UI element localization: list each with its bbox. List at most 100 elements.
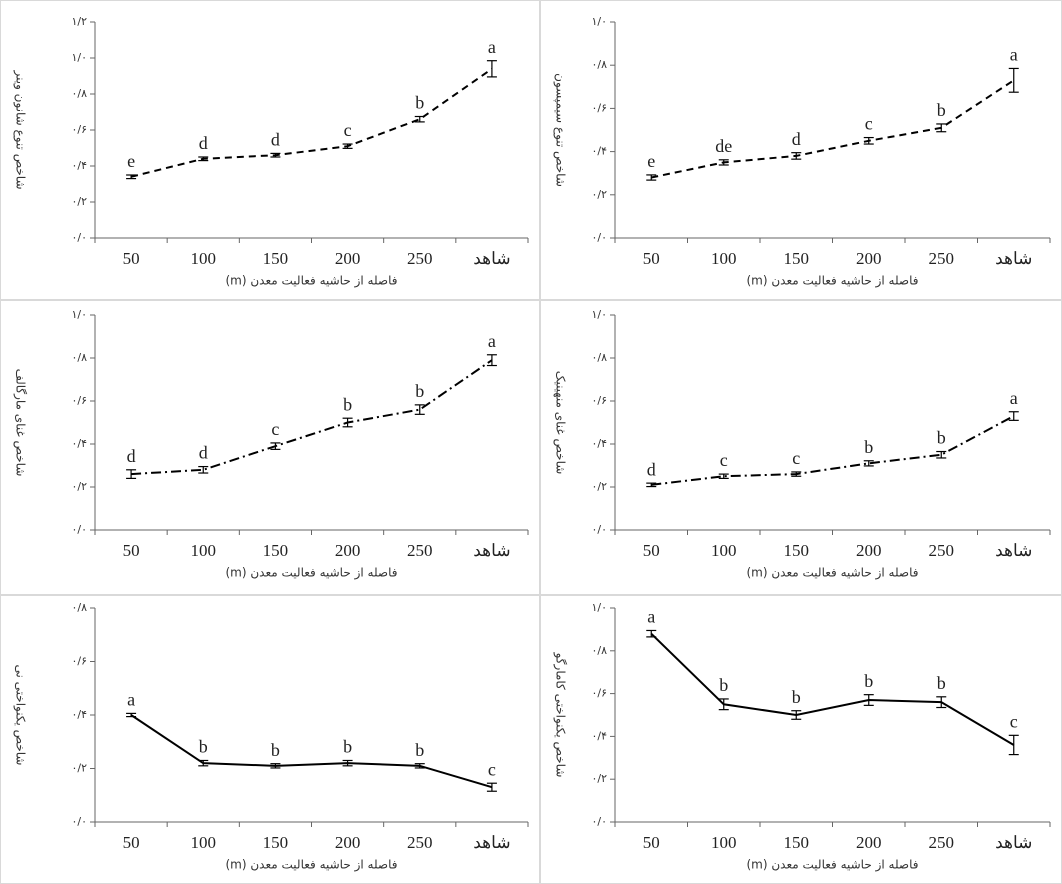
series-line	[130, 714, 493, 789]
series-line	[131, 359, 493, 476]
y-tick-label: ۰/۲	[71, 480, 87, 493]
error-bar	[646, 629, 657, 638]
y-tick-label: ۰/۴	[591, 437, 607, 450]
significance-letter: a	[488, 331, 496, 351]
error-bar	[270, 442, 281, 450]
y-tick-label: ۰/۸	[591, 351, 607, 364]
significance-letter: a	[1010, 388, 1018, 408]
error-bar	[791, 471, 802, 477]
significance-letter: d	[271, 130, 280, 150]
x-tick-label: 50	[643, 833, 660, 852]
y-tick-label: ۱/۰	[71, 51, 87, 64]
significance-letter: d	[647, 459, 656, 479]
significance-letter: d	[792, 129, 801, 149]
significance-letter: e	[127, 151, 135, 171]
error-bar	[718, 159, 729, 166]
error-bar	[126, 712, 137, 718]
x-tick-label: 250	[407, 833, 433, 852]
significance-letter: b	[937, 100, 946, 120]
y-tick-label: ۰/۶	[591, 101, 607, 114]
x-tick-label: 150	[784, 541, 810, 560]
y-tick-label: ۰/۰	[591, 231, 607, 244]
x-tick-label: 200	[335, 833, 361, 852]
error-bar	[126, 469, 137, 479]
error-bar	[198, 156, 209, 162]
x-tick-label: 250	[929, 249, 955, 268]
error-bar	[936, 696, 947, 709]
error-bar	[414, 115, 425, 123]
error-bar	[863, 694, 874, 706]
error-bar	[414, 763, 425, 769]
y-tick-label: ۰/۶	[591, 394, 607, 407]
error-bar	[198, 465, 209, 474]
x-tick-label: 50	[643, 541, 660, 560]
significance-letter: b	[937, 673, 946, 693]
panel-border	[0, 300, 540, 595]
x-tick-label: 50	[123, 833, 140, 852]
x-tick-label: 150	[263, 249, 289, 268]
series-line	[651, 79, 1015, 179]
significance-letter: a	[488, 37, 496, 57]
y-tick-label: ۰/۰	[591, 523, 607, 536]
error-bar	[936, 450, 947, 459]
x-tick-label: 100	[711, 833, 737, 852]
y-tick-label: ۰/۴	[71, 437, 87, 450]
y-tick-label: ۰/۸	[71, 351, 87, 364]
error-bar	[342, 417, 353, 428]
y-tick-label: ۰/۰	[591, 815, 607, 828]
significance-letter: de	[715, 136, 732, 156]
x-tick-label: 100	[711, 249, 737, 268]
panel: ۰/۰ ۰/۲ ۰/۴ ۰/۶ ۰/۸ ۱/۰ 50 100 150 200 250 شاهد فاصل…	[540, 300, 1062, 595]
x-tick-label: 100	[191, 249, 217, 268]
x-tick-label: 100	[711, 541, 737, 560]
significance-letter: b	[719, 675, 728, 695]
y-axis-title: شاخص یکنواختی نی	[13, 665, 28, 766]
error-bar	[791, 710, 802, 720]
y-axis-title: شاخص تنوع شانون وینر	[13, 69, 28, 189]
error-bar	[198, 759, 209, 767]
significance-letter: b	[937, 428, 946, 448]
y-tick-label: ۱/۰	[591, 308, 607, 321]
y-tick-label: ۰/۸	[591, 644, 607, 657]
significance-letter: b	[199, 737, 208, 757]
significance-letter: c	[1010, 711, 1018, 731]
y-tick-label: ۰/۸	[71, 87, 87, 100]
error-bar	[270, 763, 281, 769]
error-bar	[646, 174, 657, 181]
x-axis-title: فاصله از حاشیه فعالیت معدن (m)	[225, 566, 397, 581]
significance-letter: b	[415, 381, 424, 401]
significance-letter: c	[792, 448, 800, 468]
error-bar	[486, 782, 497, 792]
error-bar	[863, 136, 874, 145]
x-tick-label: 200	[335, 541, 361, 560]
x-tick-label: 100	[191, 833, 217, 852]
y-tick-label: ۰/۴	[71, 159, 87, 172]
y-tick-label: ۰/۰	[71, 815, 87, 828]
error-bar	[342, 143, 353, 149]
x-tick-label: شاهد	[995, 541, 1032, 560]
significance-letter: d	[127, 446, 136, 466]
x-tick-label: 250	[929, 833, 955, 852]
x-tick-label: 200	[856, 249, 882, 268]
y-tick-label: ۰/۲	[71, 195, 87, 208]
significance-letter: b	[271, 740, 280, 760]
x-tick-label: 250	[929, 541, 955, 560]
y-tick-label: ۱/۲	[71, 15, 87, 28]
error-bar	[414, 404, 425, 415]
error-bar	[486, 60, 497, 78]
panel: ۰/۰ ۰/۲ ۰/۴ ۰/۶ ۰/۸ ۱/۰ 50 100 150 200 250 شاهد فاصل…	[540, 595, 1062, 884]
significance-letter: b	[343, 394, 352, 414]
x-axis-title: فاصله از حاشیه فعالیت معدن (m)	[746, 566, 918, 581]
y-axis-title: شاخص غنای منهینیک	[553, 371, 568, 475]
error-bar	[1008, 734, 1019, 756]
significance-letter: c	[720, 450, 728, 470]
y-axis-title: شاخص غنای مارگالف	[13, 369, 28, 477]
x-axis-title: فاصله از حاشیه فعالیت معدن (m)	[746, 858, 918, 873]
y-tick-label: ۰/۲	[71, 762, 87, 775]
panel: ۰/۰ ۰/۲ ۰/۴ ۰/۶ ۰/۸ ۱/۰ 50 100 150 200 250 شاهد فاصل…	[540, 0, 1062, 300]
significance-letter: c	[344, 120, 352, 140]
x-tick-label: 250	[407, 249, 433, 268]
x-tick-label: 100	[191, 541, 217, 560]
error-bar	[270, 152, 281, 158]
y-tick-label: ۰/۰	[71, 231, 87, 244]
